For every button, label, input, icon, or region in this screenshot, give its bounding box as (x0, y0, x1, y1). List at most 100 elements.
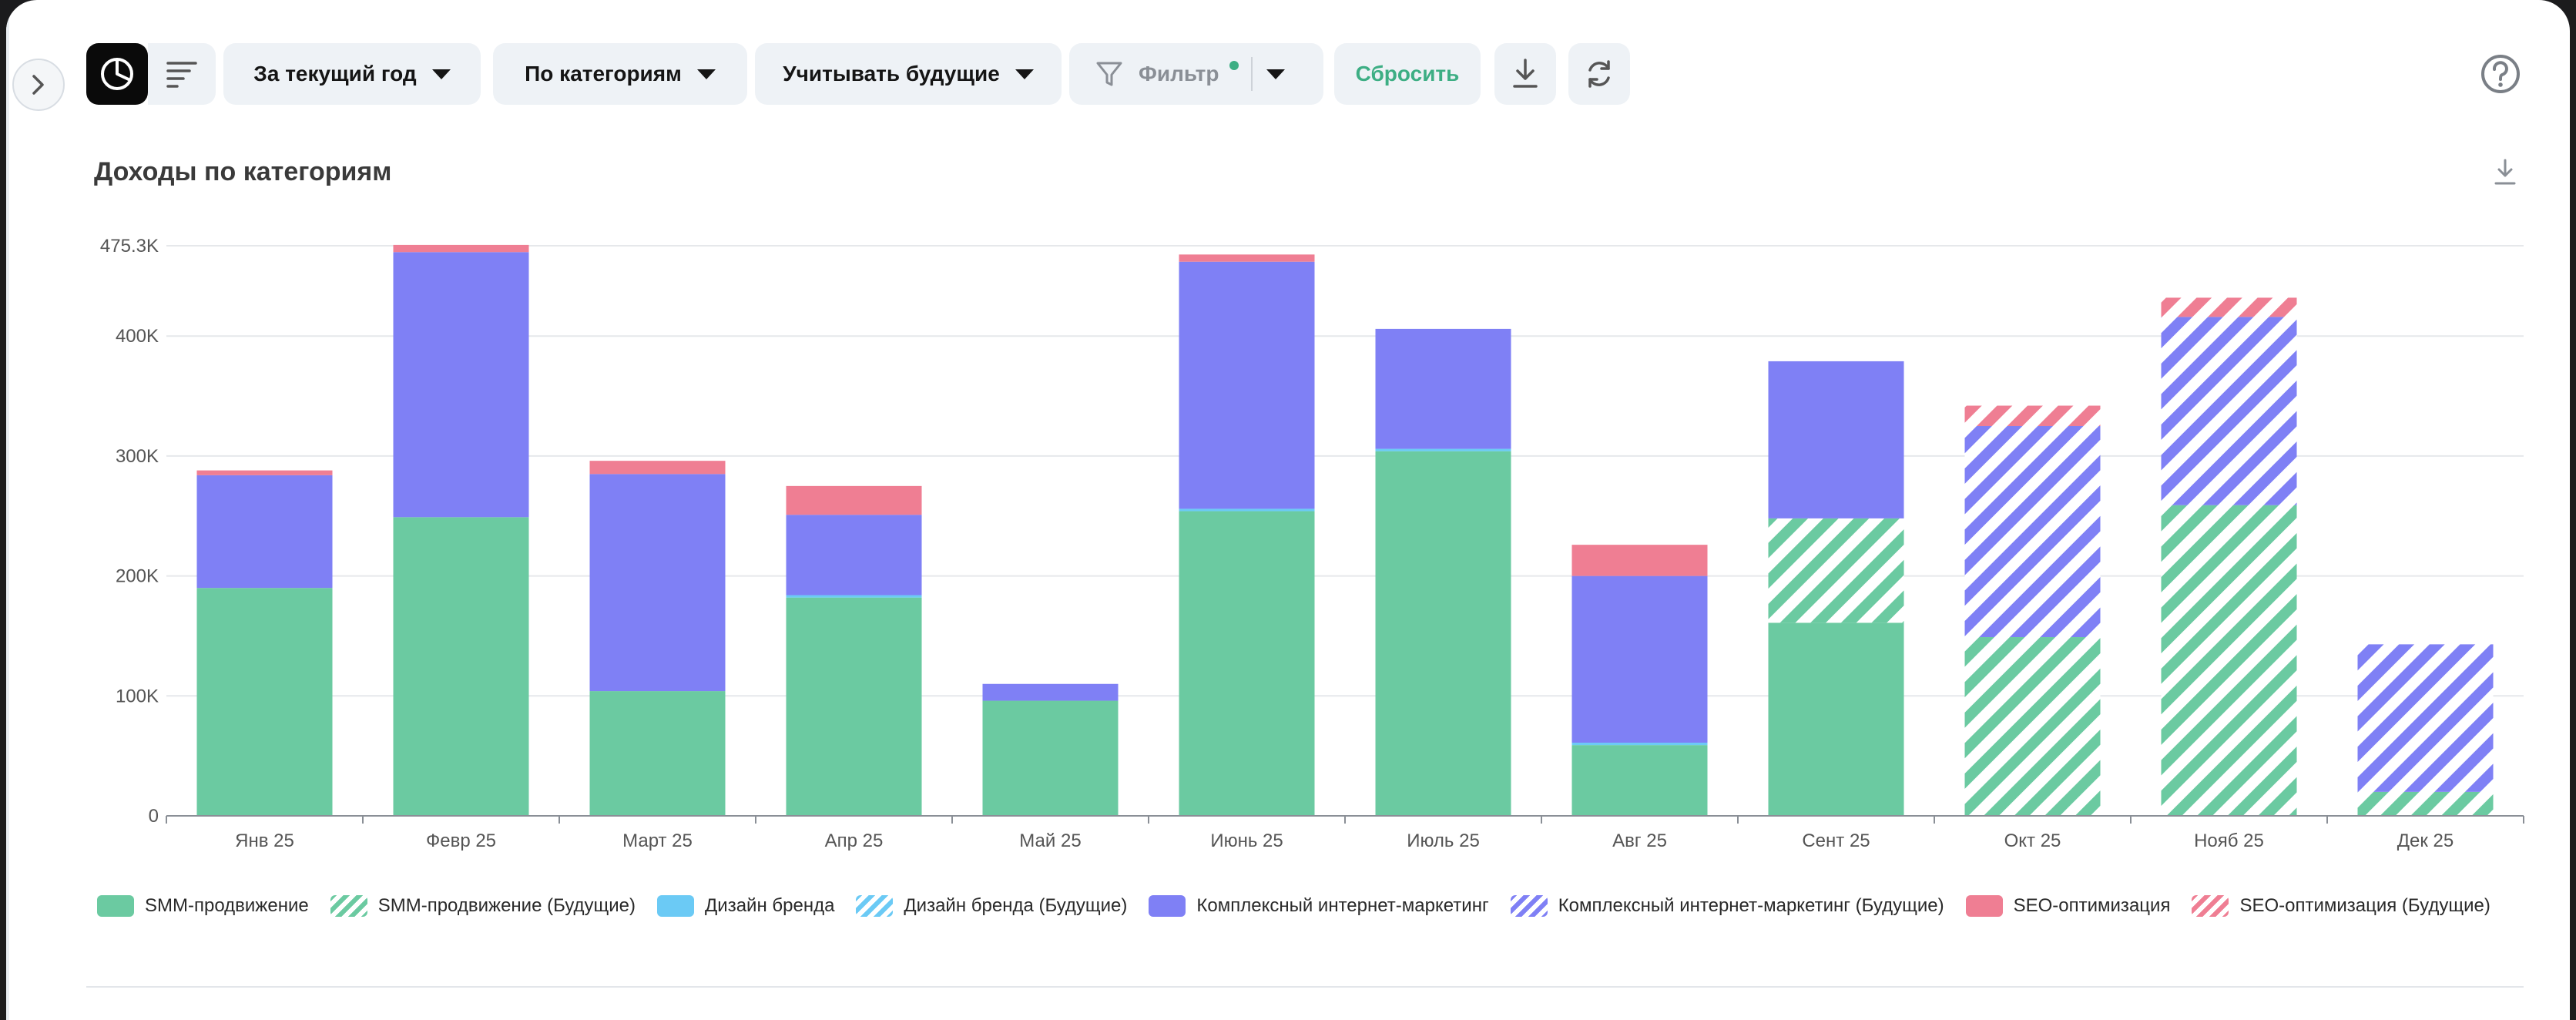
filter-separator (1251, 57, 1253, 91)
refresh-icon (1588, 60, 1610, 88)
export-button[interactable] (1494, 43, 1556, 105)
bar-segment-smm[interactable] (196, 588, 333, 816)
refresh-button[interactable] (1568, 43, 1630, 105)
axes: 0 100K 200K 300K 400K 475.3K Янв 25 Февр 25 Март… (100, 236, 2524, 851)
bar-segment-complex-future[interactable] (1964, 426, 2101, 638)
legend-label: SEO-оптимизация (2013, 895, 2171, 916)
list-icon (166, 62, 197, 88)
toolbar: За текущий год По категориям Учитывать б… (6, 0, 2570, 146)
bar-segment-complex-future[interactable] (2357, 644, 2494, 792)
bar-segment-complex[interactable] (786, 515, 922, 596)
chart-view-button[interactable] (86, 43, 148, 105)
period-select-label: За текущий год (253, 62, 417, 86)
future-select[interactable]: Учитывать будущие (755, 43, 1062, 105)
bar-segment-smm-future[interactable] (2357, 791, 2494, 816)
legend-label: Дизайн бренда (Будущие) (904, 895, 1128, 916)
bar-segment-complex[interactable] (1768, 361, 1904, 518)
legend-item-design[interactable]: Дизайн бренда (657, 895, 834, 917)
left-edge (6, 0, 9, 1020)
legend-swatch (330, 895, 367, 917)
bar-segment-smm-future[interactable] (1768, 518, 1904, 623)
bar-segment-smm[interactable] (786, 597, 922, 816)
x-tick-label: Апр 25 (825, 830, 884, 851)
x-tick-label: Июль 25 (1407, 830, 1480, 851)
legend-label: SMM-продвижение (Будущие) (377, 895, 636, 916)
chevron-down-icon (1266, 69, 1286, 79)
period-select[interactable]: За текущий год (223, 43, 481, 105)
question-circle-icon (2481, 55, 2520, 93)
bar-segment-smm-future[interactable] (1964, 637, 2101, 816)
chevron-down-icon (696, 69, 716, 79)
bar-segment-design[interactable] (1571, 743, 1708, 746)
x-tick-label: Янв 25 (235, 830, 294, 851)
download-icon (1513, 59, 1538, 88)
x-tick-label: Март 25 (622, 830, 693, 851)
bar-segment-smm[interactable] (1375, 451, 1511, 816)
bar-segment-smm[interactable] (589, 691, 726, 816)
reset-button[interactable]: Сбросить (1334, 43, 1481, 105)
bar-segment-smm[interactable] (1768, 622, 1904, 816)
filter-dropdown-toggle[interactable] (1253, 69, 1299, 79)
x-tick-label: Сент 25 (1802, 830, 1870, 851)
list-view-button[interactable] (148, 43, 216, 105)
legend-item-seo[interactable]: SEO-оптимизация (1965, 895, 2171, 917)
legend-swatch (657, 895, 695, 917)
legend-item-complex-future[interactable]: Комплексный интернет-маркетинг (Будущие) (1510, 895, 1944, 917)
legend-swatch (97, 895, 134, 917)
funnel-icon (1096, 62, 1122, 86)
legend-item-smm-future[interactable]: SMM-продвижение (Будущие) (330, 895, 636, 917)
bar-segment-design[interactable] (1179, 508, 1315, 512)
legend-item-seo-future[interactable]: SEO-оптимизация (Будущие) (2192, 895, 2490, 917)
bar-segment-seo-future[interactable] (1964, 405, 2101, 427)
chart-title: Доходы по категориям (94, 157, 392, 186)
filter-button[interactable]: Фильтр (1069, 43, 1323, 105)
bar-segment-smm[interactable] (1571, 745, 1708, 816)
reset-button-label: Сбросить (1355, 62, 1460, 86)
bar-segment-smm-future[interactable] (2161, 505, 2297, 816)
x-tick-label: Май 25 (1019, 830, 1081, 851)
legend-item-complex[interactable]: Комплексный интернет-маркетинг (1149, 895, 1489, 917)
filter-label: Фильтр (1139, 62, 1219, 86)
bar-segment-design[interactable] (1375, 448, 1511, 451)
x-tick-label: Дек 25 (2397, 830, 2454, 851)
bar-segment-seo[interactable] (1571, 545, 1708, 576)
bar-segment-smm[interactable] (982, 700, 1119, 816)
chart-download-button[interactable] (2491, 157, 2519, 188)
divider (86, 986, 2524, 988)
bar-segment-complex[interactable] (196, 475, 333, 589)
bar-segment-smm[interactable] (1179, 511, 1315, 816)
bar-segment-seo[interactable] (1179, 254, 1315, 262)
expand-sidebar-button[interactable] (12, 59, 65, 111)
bar-segment-design[interactable] (786, 595, 922, 598)
download-icon (2494, 159, 2516, 185)
x-tick-label: Февр 25 (426, 830, 496, 851)
bar-segment-seo[interactable] (589, 461, 726, 475)
bar-segment-seo[interactable] (196, 470, 333, 475)
bar-segment-complex-future[interactable] (2161, 317, 2297, 505)
legend-item-smm[interactable]: SMM-продвижение (97, 895, 309, 917)
legend-swatch (1149, 895, 1186, 917)
bar-segment-complex[interactable] (1375, 328, 1511, 449)
legend-swatch (2192, 895, 2229, 917)
bar-segment-seo-future[interactable] (2161, 297, 2297, 317)
bar-segment-smm[interactable] (393, 517, 529, 816)
help-button[interactable] (2479, 52, 2522, 96)
bar-segment-complex[interactable] (589, 474, 726, 692)
chevron-down-icon (431, 69, 451, 79)
income-chart: 0 100K 200K 300K 400K 475.3K Янв 25 Февр 25 Март… (100, 236, 2524, 851)
legend-swatch (856, 895, 894, 917)
y-tick-label: 475.3K (100, 236, 159, 257)
bar-segment-complex[interactable] (982, 683, 1119, 701)
legend-item-design-future[interactable]: Дизайн бренда (Будущие) (856, 895, 1127, 917)
x-tick-label: Июнь 25 (1210, 830, 1283, 851)
y-tick-label: 400K (116, 326, 159, 347)
bar-segment-seo[interactable] (786, 485, 922, 515)
legend-swatch (1965, 895, 2003, 917)
bar-segment-complex[interactable] (1179, 261, 1315, 509)
pie-chart-icon (101, 58, 133, 90)
grouping-select[interactable]: По категориям (493, 43, 747, 105)
bar-segment-seo[interactable] (393, 244, 529, 253)
bar-segment-complex[interactable] (393, 252, 529, 518)
bar-segment-complex[interactable] (1571, 575, 1708, 743)
x-tick-label: Авг 25 (1612, 830, 1667, 851)
